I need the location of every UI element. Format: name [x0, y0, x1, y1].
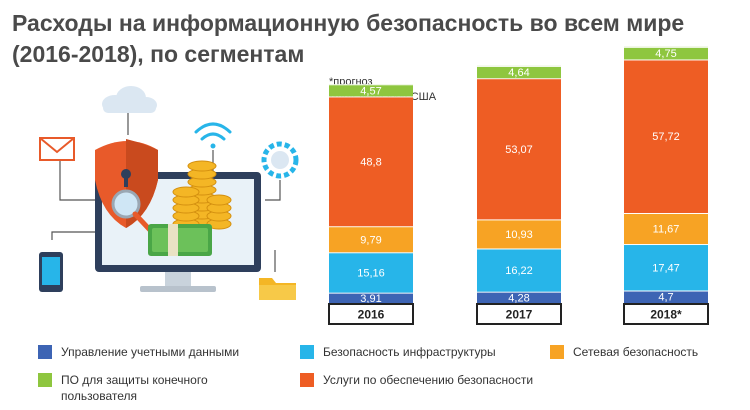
chart-title-line-1: Расходы на информационную безопасность в… — [12, 10, 685, 36]
data-label-identity-0: 3,91 — [360, 293, 381, 305]
gear-icon — [261, 141, 299, 179]
bar-endpoint-2 — [624, 46, 708, 60]
bar-separator-infrastructure-0 — [329, 252, 413, 254]
bar-separator-endpoint-2 — [624, 46, 708, 48]
bar-services-2 — [624, 59, 708, 213]
data-label-network-1: 10,93 — [505, 229, 533, 241]
money-icon — [148, 224, 212, 256]
data-label-endpoint-1: 4,64 — [508, 67, 529, 79]
bar-separator-endpoint-1 — [477, 65, 561, 67]
bar-separator-identity-0 — [329, 292, 413, 294]
bar-identity-1 — [477, 291, 561, 303]
data-label-identity-2: 4,7 — [658, 292, 673, 304]
data-label-endpoint-0: 4,57 — [360, 85, 381, 97]
bar-services-0 — [329, 96, 413, 227]
data-label-services-0: 48,8 — [360, 156, 381, 168]
bar-separator-network-0 — [329, 226, 413, 228]
category-label-1: 2017 — [506, 308, 533, 322]
bar-infrastructure-2 — [624, 244, 708, 291]
bar-separator-infrastructure-1 — [477, 248, 561, 250]
phone-icon — [39, 252, 63, 292]
bar-endpoint-0 — [329, 84, 413, 97]
data-label-network-0: 9,79 — [360, 234, 381, 246]
bar-separator-identity-1 — [477, 291, 561, 293]
bar-services-1 — [477, 78, 561, 220]
folder-icon — [259, 278, 296, 300]
category-label-2: 2018* — [650, 308, 682, 322]
bar-separator-services-0 — [329, 96, 413, 98]
category-box-1 — [476, 303, 562, 325]
bar-network-2 — [624, 212, 708, 245]
category-box-0 — [328, 303, 414, 325]
category-box-2 — [623, 303, 709, 325]
bar-infrastructure-1 — [477, 248, 561, 292]
coins-icon — [172, 160, 232, 230]
bar-separator-network-2 — [624, 212, 708, 214]
data-label-network-2: 11,67 — [653, 224, 680, 236]
bar-endpoint-1 — [477, 65, 561, 79]
cloud-icon — [102, 86, 157, 113]
chart-title: Расходы на информационную безопасность в… — [12, 8, 742, 70]
bar-separator-infrastructure-2 — [624, 244, 708, 246]
bar-separator-network-1 — [477, 219, 561, 221]
wifi-icon — [194, 122, 232, 149]
magnifier-icon — [111, 189, 153, 233]
bar-separator-endpoint-0 — [329, 84, 413, 86]
bar-infrastructure-0 — [329, 252, 413, 293]
chart-title-line-2: (2016-2018), по сегментам — [12, 41, 305, 67]
bar-identity-2 — [624, 290, 708, 303]
bar-separator-services-1 — [477, 78, 561, 80]
category-label-0: 2016 — [358, 308, 385, 322]
bar-separator-services-2 — [624, 59, 708, 61]
data-label-services-1: 53,07 — [505, 144, 533, 156]
data-label-identity-1: 4,28 — [508, 292, 529, 304]
data-label-infrastructure-2: 17,47 — [652, 262, 680, 274]
data-label-infrastructure-0: 15,16 — [357, 267, 385, 279]
data-label-services-2: 57,72 — [652, 131, 680, 143]
security-illustration — [39, 86, 299, 300]
data-label-infrastructure-1: 16,22 — [505, 265, 533, 277]
bar-identity-0 — [329, 292, 413, 303]
mail-icon — [39, 137, 75, 161]
bar-network-0 — [329, 226, 413, 253]
bar-network-1 — [477, 219, 561, 249]
data-label-endpoint-2: 4,75 — [655, 48, 676, 60]
bar-separator-identity-2 — [624, 290, 708, 292]
